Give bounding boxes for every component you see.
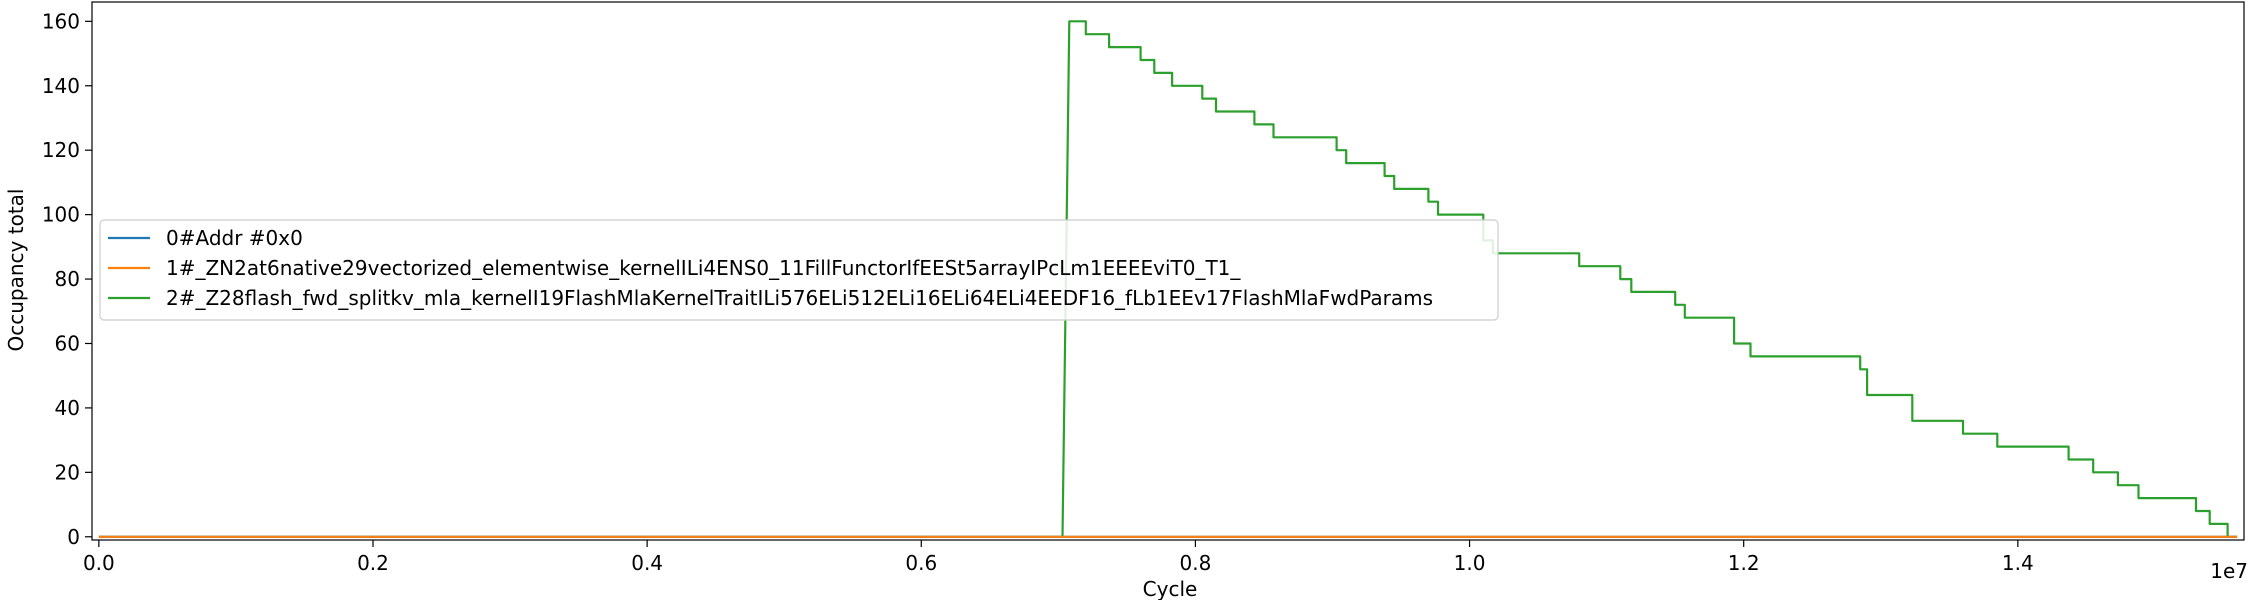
legend-label: 1#_ZN2at6native29vectorized_elementwise_… (166, 256, 1241, 280)
x-tick-label: 1.2 (1728, 551, 1760, 575)
x-tick-label: 1.4 (2002, 551, 2034, 575)
plot-lines (98, 20, 2238, 538)
axes (91, 1, 2245, 541)
x-tick-label: 0.8 (1180, 551, 1212, 575)
legend-box (99, 219, 1499, 321)
x-offset-label: 1e7 (2210, 559, 2248, 583)
y-axis-label: Occupancy total (4, 189, 28, 352)
y-tick-label: 40 (55, 396, 80, 420)
y-tick-label: 80 (55, 267, 80, 291)
x-tick-label: 1.0 (1454, 551, 1486, 575)
y-tick-label: 0 (67, 525, 80, 549)
y-tick-label: 20 (55, 460, 80, 484)
series-line-2 (98, 20, 2238, 538)
x-tick-label: 0.4 (631, 551, 663, 575)
x-axis-label: Cycle (1143, 577, 1198, 600)
legend-label: 2#_Z28flash_fwd_splitkv_mla_kernelI19Fla… (166, 286, 1433, 310)
legend-label: 0#Addr #0x0 (166, 226, 303, 250)
y-tick-label: 100 (42, 203, 80, 227)
x-tick-label: 0.2 (357, 551, 389, 575)
y-tick-label: 160 (42, 9, 80, 33)
legend: 0#Addr #0x0 1#_ZN2at6native29vectorized_e… (99, 219, 1499, 321)
plot-frame (91, 1, 2245, 541)
ticks: 0.0 0.2 0.4 0.6 0.8 1.0 1.2 1.4 0 20 40 60 80 100 120 1… (42, 9, 2034, 575)
x-tick-label: 0.0 (83, 551, 115, 575)
y-tick-label: 140 (42, 74, 80, 98)
y-tick-label: 60 (55, 331, 80, 355)
y-tick-label: 120 (42, 138, 80, 162)
x-tick-label: 0.6 (905, 551, 937, 575)
